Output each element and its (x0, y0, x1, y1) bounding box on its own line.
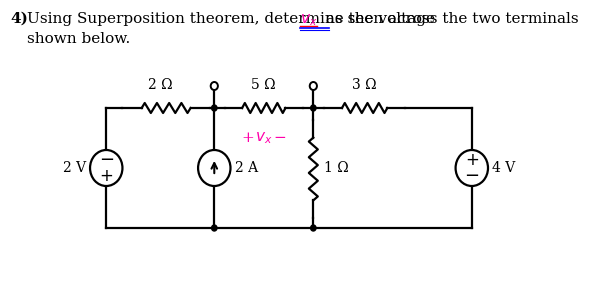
Circle shape (310, 225, 316, 231)
Circle shape (212, 225, 217, 231)
Text: 4 V: 4 V (492, 161, 515, 175)
Text: −: − (274, 131, 286, 145)
Circle shape (90, 150, 123, 186)
Text: 5 Ω: 5 Ω (251, 78, 276, 92)
Circle shape (310, 82, 317, 90)
Text: 1 Ω: 1 Ω (324, 161, 349, 175)
Text: 3 Ω: 3 Ω (353, 78, 377, 92)
Text: 2 V: 2 V (63, 161, 87, 175)
Text: $v_x$: $v_x$ (300, 12, 317, 28)
Text: $v_x$: $v_x$ (255, 130, 273, 146)
Text: 2 A: 2 A (235, 161, 258, 175)
Text: Using Superposition theorem, determine the voltage: Using Superposition theorem, determine t… (27, 12, 440, 26)
Text: 4): 4) (11, 12, 29, 26)
Circle shape (456, 150, 488, 186)
Text: as seen across the two terminals: as seen across the two terminals (320, 12, 578, 26)
Circle shape (210, 82, 218, 90)
Text: +: + (99, 167, 113, 185)
Text: −: − (464, 167, 479, 185)
Text: 2 Ω: 2 Ω (148, 78, 173, 92)
Text: +: + (241, 131, 254, 145)
Text: shown below.: shown below. (27, 32, 131, 46)
Circle shape (212, 105, 217, 111)
Circle shape (198, 150, 231, 186)
Text: −: − (99, 151, 114, 169)
Circle shape (310, 105, 316, 111)
Text: +: + (465, 151, 479, 169)
